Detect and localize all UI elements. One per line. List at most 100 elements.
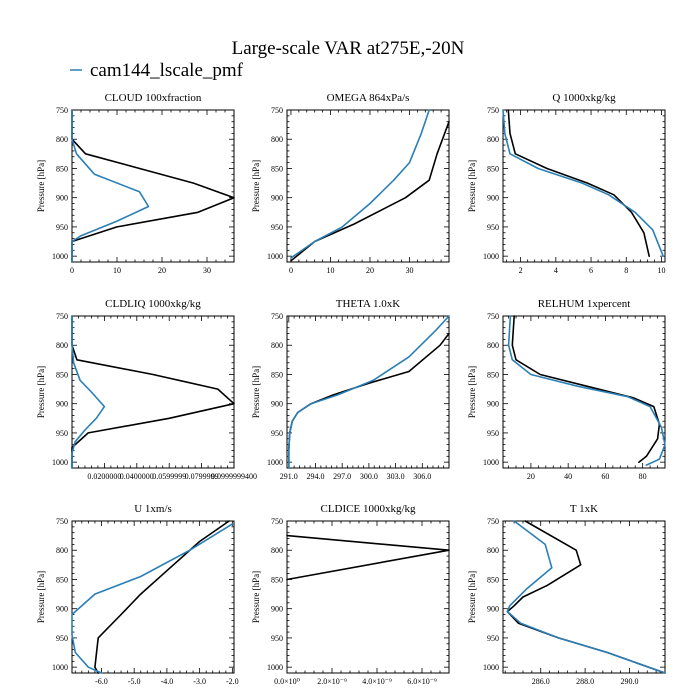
panel-8: CLDICE 1000xkg/kg Pressure [hPa] 750 800 850… bbox=[251, 503, 450, 686]
y-tick-label: 800 bbox=[271, 341, 283, 350]
x-tick-label: 20 bbox=[366, 266, 374, 275]
y-tick-label: 750 bbox=[56, 312, 68, 321]
panel-title: Q 1000xkg/kg bbox=[552, 92, 616, 104]
y-tick-label: 800 bbox=[56, 135, 68, 144]
y-tick-label: 800 bbox=[271, 135, 283, 144]
y-tick-label: 800 bbox=[487, 135, 499, 144]
x-tick-label: -4.0 bbox=[161, 677, 174, 686]
y-tick-label: 950 bbox=[56, 429, 68, 438]
y-tick-label: 850 bbox=[271, 575, 283, 584]
x-tick-label: 0.0×10⁰ bbox=[274, 677, 300, 686]
y-tick-label: 900 bbox=[271, 400, 283, 409]
series-line-black bbox=[511, 315, 661, 464]
x-tick-label: 0.0999999400 bbox=[211, 472, 257, 481]
y-tick-label: 950 bbox=[487, 429, 499, 438]
panel-7: U 1xm/s Pressure [hPa] 750 800 850 900 950 1000… bbox=[36, 503, 239, 686]
series-line-black bbox=[506, 520, 666, 674]
panel-title: U 1xm/s bbox=[134, 503, 172, 515]
panel-title: OMEGA 864xPa/s bbox=[327, 92, 410, 104]
panel-title: T 1xK bbox=[570, 503, 598, 515]
panel-title: CLDICE 1000xkg/kg bbox=[320, 503, 416, 515]
y-axis-label: Pressure [hPa] bbox=[36, 366, 46, 418]
y-tick-label: 1000 bbox=[52, 663, 68, 672]
x-tick-label: 0 bbox=[70, 266, 74, 275]
x-tick-label: 294.0 bbox=[306, 472, 324, 481]
x-tick-label: -5.0 bbox=[128, 677, 141, 686]
series-line-blue bbox=[507, 315, 666, 466]
panel-3: Q 1000xkg/kg Pressure [hPa] 750 800 850 900 95… bbox=[467, 92, 666, 275]
y-tick-label: 850 bbox=[271, 370, 283, 379]
x-tick-label: -2.0 bbox=[226, 677, 239, 686]
x-tick-label: 20 bbox=[158, 266, 166, 275]
panel-title: THETA 1.0xK bbox=[336, 298, 401, 310]
plot-frame bbox=[71, 109, 235, 263]
series-line-black bbox=[94, 520, 230, 674]
y-axis-label: Pressure [hPa] bbox=[467, 160, 477, 212]
panel-2: OMEGA 864xPa/s Pressure [hPa] 750 800 850 900… bbox=[251, 92, 450, 275]
y-tick-label: 900 bbox=[487, 400, 499, 409]
plot-frame bbox=[286, 315, 450, 469]
x-tick-label: 291.0 bbox=[280, 472, 298, 481]
y-tick-label: 950 bbox=[487, 634, 499, 643]
x-tick-label: 8 bbox=[624, 266, 628, 275]
y-tick-label: 800 bbox=[487, 341, 499, 350]
x-tick-label: 30 bbox=[405, 266, 413, 275]
plot-frame bbox=[502, 315, 666, 469]
y-axis-label: Pressure [hPa] bbox=[467, 571, 477, 623]
panel-title: RELHUM 1xpercent bbox=[538, 298, 631, 310]
series-line-blue bbox=[506, 520, 666, 674]
y-tick-label: 1000 bbox=[267, 663, 283, 672]
y-axis-label: Pressure [hPa] bbox=[36, 160, 46, 212]
x-tick-label: 40 bbox=[564, 472, 572, 481]
y-tick-label: 750 bbox=[271, 106, 283, 115]
y-tick-label: 850 bbox=[56, 575, 68, 584]
series-line-blue bbox=[71, 523, 234, 674]
series-line-black bbox=[71, 315, 235, 469]
x-tick-label: 288.0 bbox=[576, 677, 594, 686]
x-tick-label: -6.0 bbox=[95, 677, 108, 686]
x-tick-label: 303.0 bbox=[387, 472, 405, 481]
x-tick-label: 6.0×10⁻⁹ bbox=[407, 677, 437, 686]
panel-9: T 1xK Pressure [hPa] 750 800 850 900 950 1000 28… bbox=[467, 503, 666, 686]
x-tick-label: -3.0 bbox=[193, 677, 206, 686]
figure-title: Large-scale VAR at275E,-20N bbox=[232, 38, 465, 59]
x-tick-label: 290.0 bbox=[620, 677, 638, 686]
y-tick-label: 850 bbox=[56, 164, 68, 173]
series-line-blue bbox=[502, 109, 665, 258]
panel-6: RELHUM 1xpercent Pressure [hPa] 750 800 850 9… bbox=[467, 298, 666, 481]
series-line-black bbox=[71, 109, 235, 263]
y-tick-label: 950 bbox=[56, 634, 68, 643]
y-tick-label: 750 bbox=[56, 517, 68, 526]
x-tick-label: 0.0799999 bbox=[185, 472, 219, 481]
plot-frame bbox=[286, 109, 450, 263]
x-tick-label: 0 bbox=[289, 266, 293, 275]
panel-4: CLDLIQ 1000xkg/kg Pressure [hPa] 750 800 850… bbox=[36, 298, 257, 481]
plot-frame bbox=[502, 520, 666, 674]
x-tick-label: 2 bbox=[519, 266, 523, 275]
y-tick-label: 900 bbox=[56, 400, 68, 409]
y-axis-label: Pressure [hPa] bbox=[251, 571, 261, 623]
x-tick-label: 80 bbox=[639, 472, 647, 481]
plot-frame bbox=[286, 520, 450, 674]
x-tick-label: 10 bbox=[657, 266, 665, 275]
y-tick-label: 900 bbox=[271, 605, 283, 614]
y-tick-label: 750 bbox=[487, 106, 499, 115]
x-tick-label: 6 bbox=[589, 266, 593, 275]
series-line-blue bbox=[71, 109, 150, 263]
x-tick-label: 4 bbox=[554, 266, 558, 275]
y-tick-label: 800 bbox=[487, 546, 499, 555]
y-tick-label: 950 bbox=[487, 223, 499, 232]
plot-frame bbox=[502, 109, 666, 263]
y-tick-label: 750 bbox=[271, 517, 283, 526]
y-tick-label: 900 bbox=[271, 194, 283, 203]
y-tick-label: 750 bbox=[271, 312, 283, 321]
x-tick-label: 60 bbox=[601, 472, 609, 481]
x-tick-label: 30 bbox=[203, 266, 211, 275]
y-tick-label: 850 bbox=[271, 164, 283, 173]
panel-1: CLOUD 100xfraction Pressure [hPa] 750 800 85… bbox=[36, 92, 235, 275]
y-tick-label: 800 bbox=[271, 546, 283, 555]
series-line-black bbox=[290, 120, 450, 262]
y-tick-label: 1000 bbox=[267, 458, 283, 467]
